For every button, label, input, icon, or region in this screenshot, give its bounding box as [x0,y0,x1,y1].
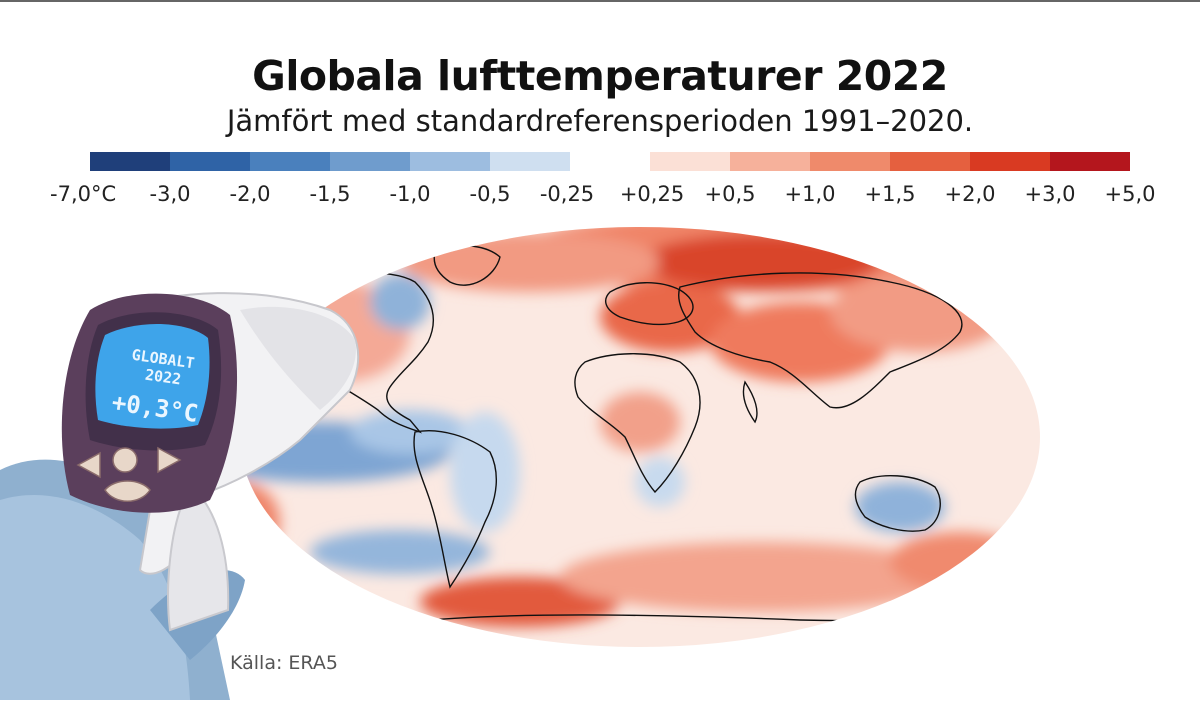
legend-tick: +3,0 [1024,182,1076,206]
legend-swatch-cool-1 [90,152,170,171]
center-button-icon [112,447,138,473]
legend-tick: +2,0 [944,182,996,206]
legend-swatch-warm-1 [650,152,730,171]
page-subtitle: Jämfört med standardreferensperioden 199… [226,104,974,138]
legend-tick: -1,5 [309,182,351,206]
right-arrow-button-icon [157,446,182,474]
legend-swatch-cool-6 [490,152,570,171]
legend-swatch-warm-6 [1050,152,1130,171]
legend-tick: -0,5 [469,182,511,206]
thermometer-illustration: GLOBALT 2022 +0,3°C [0,270,380,700]
legend-tick: -0,25 [539,182,595,206]
legend-tick: +5,0 [1104,182,1156,206]
thermometer-gun-image [0,292,360,700]
legend-tick: +1,0 [784,182,836,206]
coastlines [299,244,991,623]
legend-swatch-warm-3 [810,152,890,171]
legend-swatch-cool-3 [250,152,330,171]
legend-tick: +1,5 [864,182,916,206]
left-arrow-button-icon [76,451,101,479]
legend-swatch-cool-2 [170,152,250,171]
legend-tick: -3,0 [149,182,191,206]
legend-tick: +0,5 [704,182,756,206]
down-button-icon [104,480,151,502]
legend-swatch-cool-4 [330,152,410,171]
legend-tick: -2,0 [229,182,271,206]
legend-swatch-warm-2 [730,152,810,171]
source-credit: Källa: ERA5 [230,652,338,674]
top-rule [0,0,1200,2]
legend-tick: -1,0 [389,182,431,206]
page-title: Globala lufttemperaturer 2022 [252,52,948,100]
legend-swatch-warm-5 [970,152,1050,171]
legend-tick: -7,0°C [50,182,117,206]
color-legend: -7,0°C -3,0 -2,0 -1,5 -1,0 -0,5 -0,25 +0… [0,150,1200,210]
legend-swatch-warm-4 [890,152,970,171]
legend-swatch-cool-5 [410,152,490,171]
legend-tick: +0,25 [619,182,685,206]
